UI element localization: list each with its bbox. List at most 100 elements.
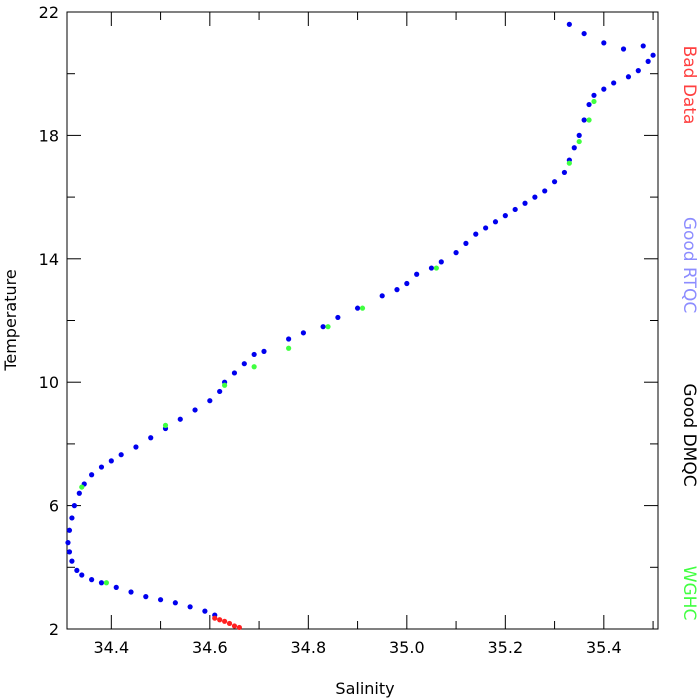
good-rtqc-point <box>532 194 538 200</box>
good-rtqc-point <box>231 370 238 376</box>
good-rtqc-point <box>69 558 75 564</box>
data-points <box>65 21 656 631</box>
wghc-point <box>576 138 582 145</box>
good-rtqc-point <box>438 259 444 265</box>
good-rtqc-point <box>202 608 208 614</box>
good-rtqc-point <box>645 58 651 64</box>
good-rtqc-point <box>108 458 114 464</box>
wghc-point <box>222 382 228 388</box>
good-rtqc-point <box>148 435 154 441</box>
good-rtqc-point <box>625 74 632 80</box>
good-rtqc-point <box>561 169 568 176</box>
good-rtqc-point <box>414 271 420 277</box>
good-rtqc-point <box>187 604 193 610</box>
axis-ticks: 34.4 34.6 34.8 35.0 35.2 35.4 2 6 10 14 18 22 <box>39 3 658 657</box>
wghc-point <box>566 160 572 166</box>
good-rtqc-point <box>113 584 119 590</box>
good-rtqc-point <box>66 527 73 533</box>
wghc-point <box>433 265 439 271</box>
good-rtqc-point <box>300 330 306 336</box>
good-rtqc-point <box>89 472 95 478</box>
y-tick-label: 22 <box>39 3 59 22</box>
wghc-point <box>162 422 169 428</box>
good-rtqc-point <box>404 280 410 287</box>
plot-frame <box>66 11 659 630</box>
good-rtqc-point <box>66 549 73 555</box>
good-rtqc-point <box>261 348 267 354</box>
good-rtqc-point <box>635 68 641 74</box>
good-rtqc-point <box>586 101 592 108</box>
wghc-point <box>286 345 292 351</box>
good-rtqc-point <box>463 240 469 246</box>
good-rtqc-point <box>207 398 213 404</box>
x-tick-label: 34.8 <box>291 638 327 657</box>
good-rtqc-point <box>611 80 617 86</box>
good-rtqc-point <box>157 597 164 603</box>
legend-entry: Good DMQC <box>679 383 699 486</box>
y-tick-label: 14 <box>39 250 59 269</box>
wghc-point <box>359 305 366 311</box>
good-rtqc-point <box>428 265 435 271</box>
good-rtqc-point <box>118 452 124 458</box>
good-rtqc-point <box>98 580 105 586</box>
wghc-point <box>103 580 109 586</box>
good-rtqc-point <box>483 225 489 231</box>
good-rtqc-point <box>571 145 577 151</box>
x-tick-label: 35.0 <box>389 638 425 657</box>
wghc-point <box>251 364 257 370</box>
good-rtqc-point <box>143 594 149 600</box>
legend-entry: WGHC <box>679 566 699 621</box>
good-rtqc-point <box>473 231 479 237</box>
x-tick-label: 35.2 <box>488 638 524 657</box>
x-tick-label: 34.4 <box>94 638 130 657</box>
y-tick-label: 18 <box>39 126 59 145</box>
good-rtqc-point <box>241 361 247 367</box>
good-rtqc-point <box>128 589 134 595</box>
good-rtqc-point <box>133 444 139 450</box>
y-axis-label: Temperature <box>1 269 20 371</box>
good-rtqc-point <box>335 314 341 321</box>
y-tick-label: 10 <box>39 373 59 392</box>
good-rtqc-point <box>581 30 587 37</box>
good-rtqc-point <box>89 577 95 583</box>
good-rtqc-point <box>65 540 71 546</box>
good-rtqc-point <box>217 388 223 395</box>
good-rtqc-point <box>354 305 361 311</box>
good-rtqc-point <box>320 324 326 330</box>
bad-data-point <box>212 615 218 621</box>
good-rtqc-point <box>286 336 292 342</box>
good-rtqc-point <box>394 287 400 293</box>
x-tick-label: 34.6 <box>192 638 228 657</box>
good-rtqc-point <box>172 600 178 606</box>
good-rtqc-point <box>492 219 499 225</box>
legend-entry: Good RTQC <box>679 217 699 313</box>
x-axis-label: Salinity <box>335 679 394 698</box>
good-rtqc-point <box>601 86 607 92</box>
good-rtqc-point <box>576 132 582 138</box>
wghc-point <box>325 324 331 330</box>
good-rtqc-point <box>522 200 528 206</box>
good-rtqc-point <box>251 351 257 358</box>
wghc-point <box>79 484 85 490</box>
good-rtqc-point <box>512 206 518 213</box>
legend-entry: Bad Data <box>679 46 699 125</box>
wghc-point <box>591 98 597 105</box>
bad-data-point <box>231 623 238 629</box>
bad-data-point <box>236 624 242 631</box>
good-rtqc-point <box>581 117 587 123</box>
good-rtqc-point <box>453 250 459 256</box>
good-rtqc-point <box>591 92 597 98</box>
good-rtqc-point <box>650 52 656 58</box>
good-rtqc-point <box>71 503 77 509</box>
good-rtqc-point <box>551 179 558 185</box>
good-rtqc-point <box>542 188 548 194</box>
good-rtqc-point <box>601 40 607 46</box>
good-rtqc-point <box>192 407 198 413</box>
wghc-point <box>586 117 592 123</box>
good-rtqc-point <box>502 213 508 219</box>
good-rtqc-point <box>379 293 385 299</box>
good-rtqc-point <box>76 490 82 496</box>
good-rtqc-point <box>640 43 646 49</box>
bad-data-point <box>217 617 223 623</box>
